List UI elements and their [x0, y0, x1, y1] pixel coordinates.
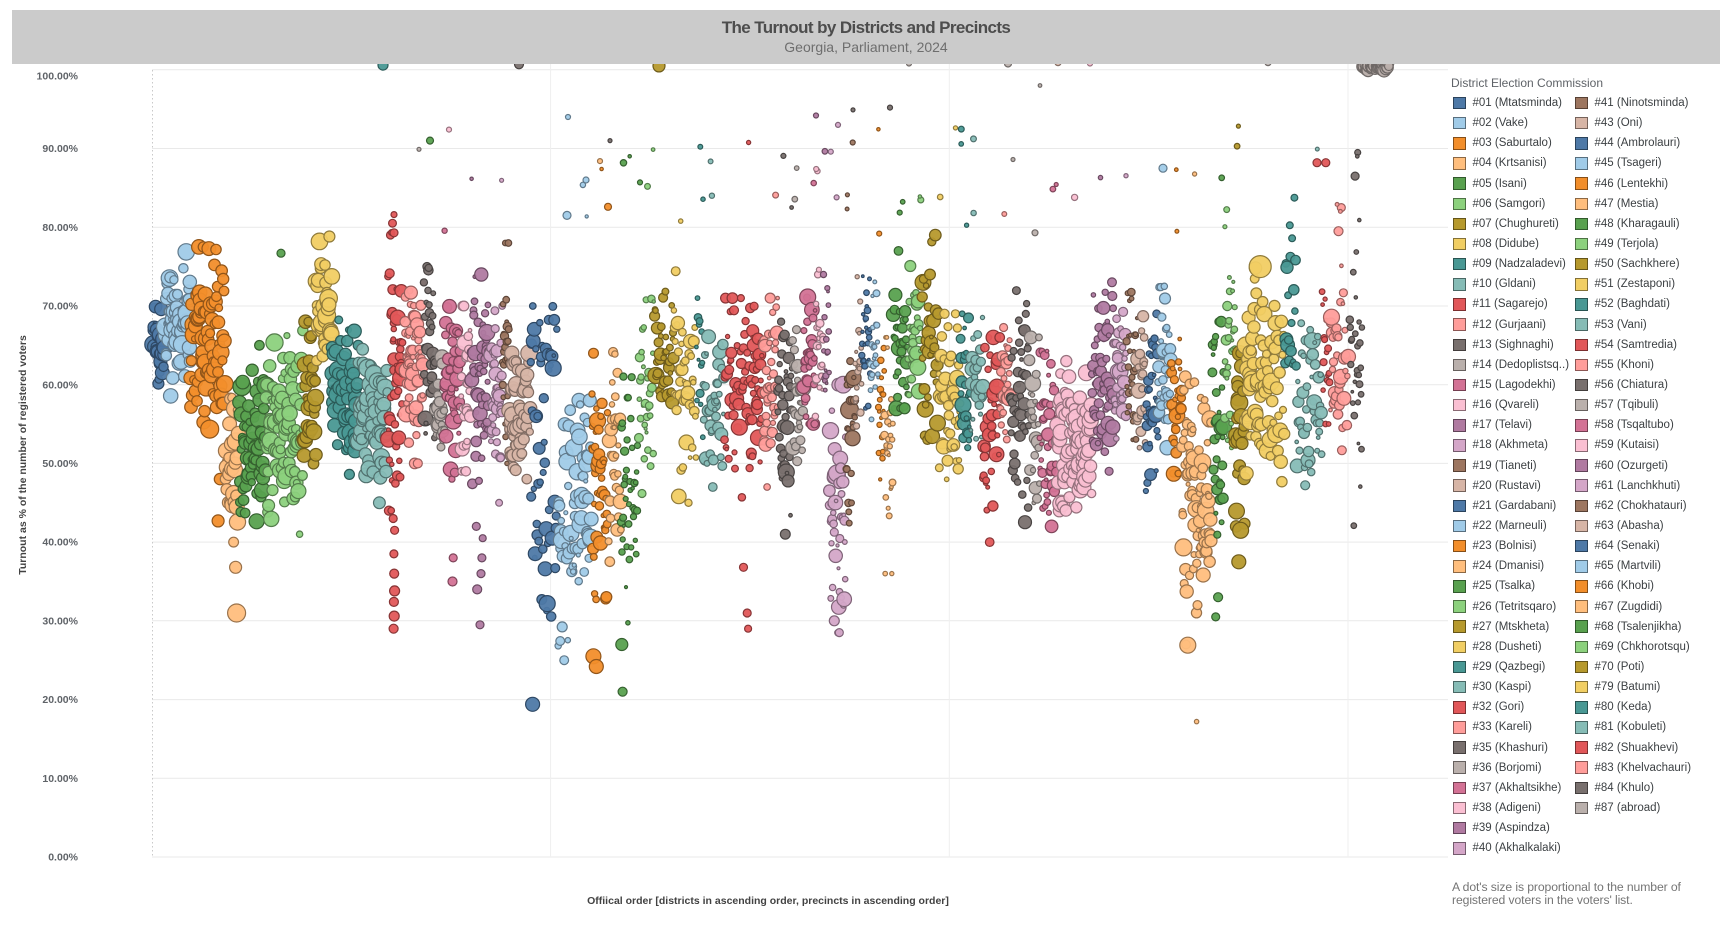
svg-text:60.00%: 60.00%: [42, 379, 78, 391]
svg-text:100.00%: 100.00%: [37, 71, 79, 83]
svg-text:10.00%: 10.00%: [42, 773, 78, 785]
svg-text:0.00%: 0.00%: [48, 852, 78, 864]
svg-text:50.00%: 50.00%: [42, 458, 78, 470]
svg-text:20.00%: 20.00%: [42, 694, 78, 706]
svg-text:70.00%: 70.00%: [42, 301, 78, 313]
svg-text:80.00%: 80.00%: [42, 222, 78, 234]
svg-text:40.00%: 40.00%: [42, 537, 78, 549]
svg-text:30.00%: 30.00%: [42, 615, 78, 627]
svg-text:90.00%: 90.00%: [42, 143, 78, 155]
